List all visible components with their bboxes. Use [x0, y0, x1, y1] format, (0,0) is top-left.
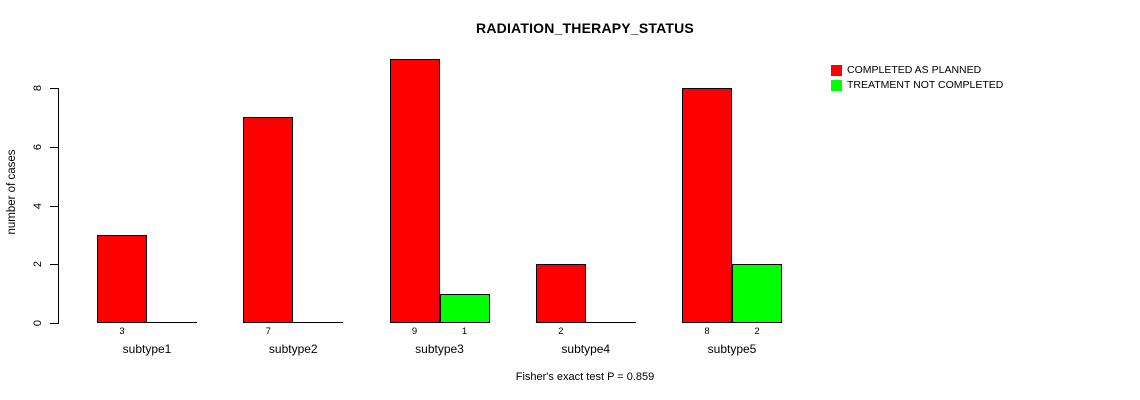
footer-note: Fisher's exact test P = 0.859 [515, 371, 655, 383]
bar-value-label: 3 [119, 326, 125, 337]
legend: COMPLETED AS PLANNED TREATMENT NOT COMPL… [831, 65, 1003, 95]
bar-subtype1-completed [97, 235, 147, 323]
bar-value-label: 2 [558, 326, 564, 337]
y-tick-label: 6 [32, 143, 44, 150]
bar-value-label: 1 [461, 326, 468, 337]
y-tick-mark [50, 264, 58, 266]
bar-subtype4-completed [535, 264, 586, 323]
chart-title: RADIATION_THERAPY_STATUS [476, 20, 694, 36]
legend-swatch-completed [831, 65, 842, 76]
group-baseline [535, 322, 636, 323]
y-tick-label: 8 [32, 84, 44, 92]
bar-value-label: 7 [265, 326, 271, 337]
bar-value-label: 9 [411, 326, 418, 337]
y-tick-label: 2 [32, 261, 44, 268]
bar-value-label: 2 [754, 326, 760, 337]
legend-item-completed: COMPLETED AS PLANNED [831, 65, 1003, 76]
x-category-label: subtype3 [415, 342, 464, 356]
y-tick-mark [50, 323, 58, 324]
y-tick-label: 4 [32, 202, 44, 209]
bar-subtype3-completed [389, 59, 440, 323]
x-category-label: subtype2 [268, 342, 318, 356]
legend-label-not-completed: TREATMENT NOT COMPLETED [847, 79, 1004, 91]
group-baseline [243, 322, 344, 323]
y-tick-mark [50, 88, 58, 89]
x-category-label: subtype1 [122, 342, 172, 356]
legend-item-not-completed: TREATMENT NOT COMPLETED [831, 80, 1003, 91]
y-tick-mark [50, 146, 58, 148]
bar-subtype3-not-completed [439, 294, 490, 323]
legend-swatch-not-completed [831, 80, 842, 91]
bar-subtype2-completed [243, 117, 294, 323]
y-tick-mark [50, 205, 58, 207]
x-category-label: subtype5 [707, 342, 757, 356]
legend-label-completed: COMPLETED AS PLANNED [847, 64, 982, 76]
x-category-label: subtype4 [561, 342, 611, 356]
bar-value-label: 8 [704, 326, 710, 337]
bar-subtype5-not-completed [732, 264, 782, 323]
y-axis-line [58, 88, 59, 324]
bar-subtype5-completed [682, 88, 732, 323]
group-baseline [97, 322, 197, 323]
y-tick-label: 0 [32, 319, 44, 327]
